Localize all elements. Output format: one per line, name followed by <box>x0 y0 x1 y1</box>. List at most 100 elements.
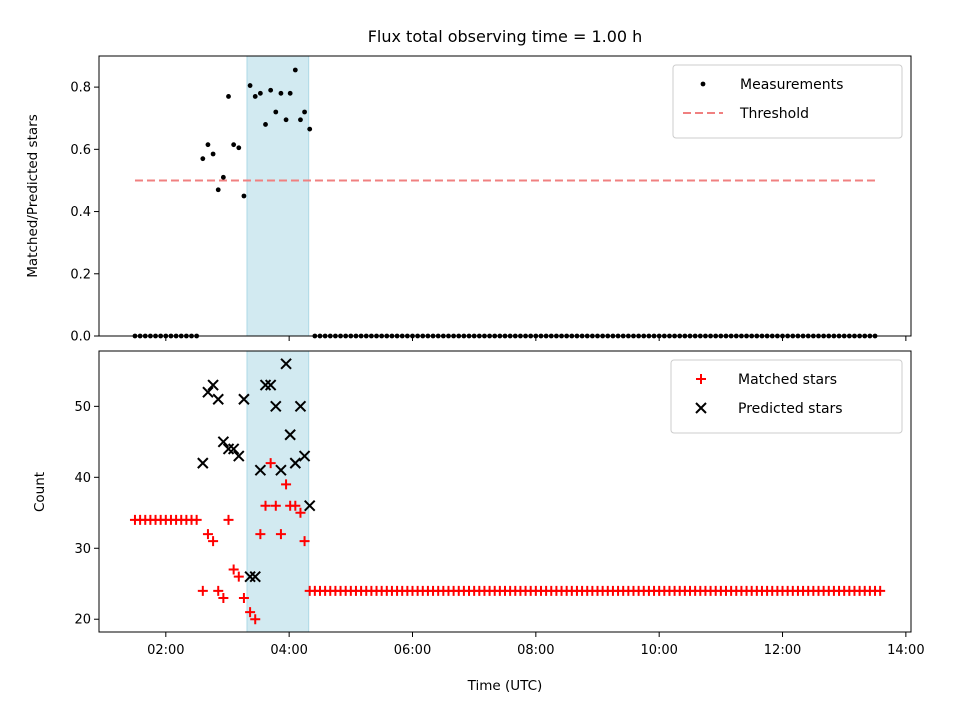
highlight-span <box>246 55 310 337</box>
data-point <box>241 193 247 199</box>
data-point <box>217 436 230 448</box>
data-point <box>264 379 277 391</box>
data-point <box>268 87 274 93</box>
data-point <box>270 400 282 413</box>
data-point <box>875 585 886 596</box>
bottom-y-axis-label: Count <box>32 472 48 512</box>
data-point <box>233 571 244 582</box>
data-point <box>247 83 253 88</box>
data-point <box>281 479 292 490</box>
data-point <box>218 592 229 603</box>
top-y-axis-label: Matched/Predicted stars <box>25 114 41 277</box>
x-tick-label: 04:00 <box>270 643 307 658</box>
data-point <box>228 564 239 575</box>
data-point <box>273 109 279 115</box>
legend-label: Threshold <box>739 106 809 122</box>
legend-label: Matched stars <box>738 372 837 388</box>
data-point <box>307 126 313 132</box>
y-tick-label: 0.0 <box>70 330 91 345</box>
data-point <box>222 443 235 455</box>
data-point <box>260 500 271 511</box>
data-point <box>287 90 293 96</box>
data-point <box>275 464 287 476</box>
data-point <box>208 536 219 547</box>
data-point <box>223 514 234 525</box>
legend-swatch <box>700 81 706 87</box>
data-point <box>265 458 276 469</box>
legend-swatch <box>695 402 707 414</box>
x-tick-label: 06:00 <box>394 643 431 658</box>
x-tick-label: 02:00 <box>147 643 184 658</box>
legend-swatch <box>696 374 706 384</box>
y-tick-label: 0.6 <box>70 143 91 158</box>
chart-title: Flux total observing time = 1.00 h <box>368 27 643 46</box>
data-point <box>205 142 211 148</box>
data-point <box>197 585 208 596</box>
y-tick-label: 20 <box>74 613 91 628</box>
legend-label: Measurements <box>740 77 843 93</box>
data-point <box>298 450 311 462</box>
data-point <box>289 457 302 469</box>
data-point <box>263 122 268 127</box>
data-point <box>197 457 209 469</box>
data-point <box>284 429 296 441</box>
data-point <box>280 358 292 370</box>
top-panel-frame <box>98 55 912 337</box>
x-tick-label: 14:00 <box>887 643 924 658</box>
data-point <box>292 67 298 73</box>
data-point <box>245 607 256 618</box>
x-tick-label: 12:00 <box>764 643 801 658</box>
data-point <box>227 443 240 455</box>
data-point <box>244 570 256 583</box>
y-tick-label: 30 <box>74 542 91 557</box>
data-point <box>270 500 281 511</box>
data-point <box>210 151 216 157</box>
data-point <box>257 90 263 96</box>
legend-box <box>672 64 903 139</box>
bottom-panel-frame <box>98 350 912 633</box>
data-point <box>252 94 258 99</box>
data-point <box>304 499 316 512</box>
x-tick-label: 08:00 <box>517 643 554 658</box>
data-point <box>236 145 242 151</box>
data-point <box>295 507 306 518</box>
highlight-span <box>246 350 310 633</box>
data-point <box>202 386 214 398</box>
data-point <box>191 514 202 525</box>
data-point <box>259 379 272 391</box>
data-point <box>294 400 307 413</box>
data-point <box>226 94 231 99</box>
data-point <box>254 464 267 476</box>
data-point <box>238 592 249 603</box>
data-point <box>278 90 284 96</box>
data-point <box>207 379 219 391</box>
data-point <box>202 529 213 540</box>
x-tick-label: 10:00 <box>640 643 677 658</box>
legend-box <box>670 359 903 434</box>
data-point <box>238 393 250 405</box>
data-point <box>231 142 237 148</box>
data-point <box>290 500 301 511</box>
y-tick-label: 40 <box>74 471 91 486</box>
data-point <box>213 585 224 596</box>
y-tick-label: 0.8 <box>70 81 91 96</box>
data-point <box>215 187 221 193</box>
data-point <box>298 117 303 123</box>
data-point <box>249 570 261 583</box>
data-point <box>299 536 310 547</box>
bottom-panel: 02:00 04:00 06:00 08:00 10:00 12:00 14:00 20 30… <box>32 350 925 694</box>
data-point <box>233 450 245 462</box>
data-point <box>275 529 286 540</box>
x-axis-label: Time (UTC) <box>467 678 543 694</box>
data-point <box>212 393 224 405</box>
top-panel: 0.00.20.40.60.8 Matched/Predicted stars … <box>25 55 912 345</box>
y-tick-label: 0.2 <box>70 267 91 282</box>
data-point <box>200 156 206 162</box>
y-tick-label: 0.4 <box>70 205 91 220</box>
y-tick-label: 50 <box>74 400 91 415</box>
data-point <box>220 174 226 180</box>
data-point <box>283 117 289 123</box>
data-point <box>302 109 307 115</box>
data-point <box>255 529 266 540</box>
